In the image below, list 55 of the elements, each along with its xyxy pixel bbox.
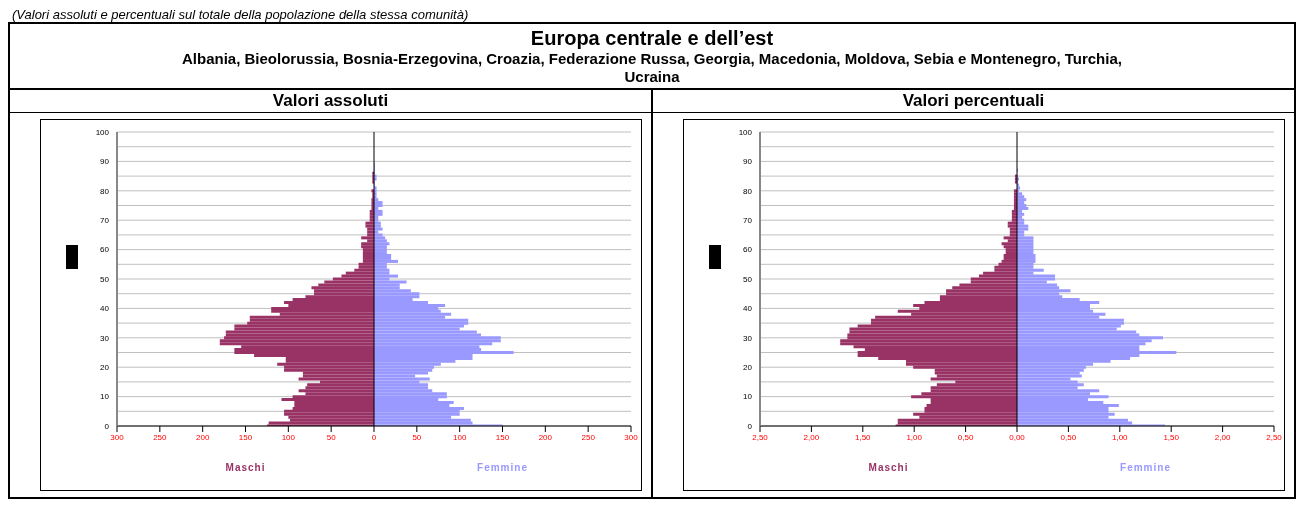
x-tick-label: 50 — [412, 432, 422, 442]
y-tick-label: 80 — [100, 186, 110, 196]
text: Maschi — [224, 462, 267, 473]
y-tick-label: 100 — [95, 127, 110, 137]
y-tick-label: 100 — [738, 127, 753, 137]
x-tick-label: 1,00 — [906, 432, 923, 442]
x-tick-label: 1,00 — [1112, 432, 1129, 442]
text: Maschi — [867, 462, 910, 473]
text: Europa centrale e dell’est — [529, 26, 775, 50]
y-tick-label: 10 — [743, 392, 753, 402]
x-tick-label: 0,50 — [957, 432, 974, 442]
y-tick-label: 20 — [743, 363, 753, 373]
chart-title: Valori percentuali — [653, 90, 1294, 113]
x-tick-label: 250 — [153, 432, 168, 442]
y-tick-label: 80 — [743, 186, 753, 196]
x-tick-label: 0,50 — [1060, 432, 1077, 442]
y-tick-label: 90 — [100, 157, 110, 167]
y-tick-label: 50 — [100, 274, 110, 284]
y-tick-label: 40 — [100, 304, 110, 314]
x-tick-label: 2,00 — [1214, 432, 1231, 442]
y-tick-label: 30 — [743, 333, 753, 343]
y-tick-label: 20 — [100, 363, 110, 373]
x-tick-label: 1,50 — [1163, 432, 1180, 442]
x-tick-label: 200 — [538, 432, 553, 442]
x-tick-label: 300 — [624, 432, 639, 442]
x-tick-label: 200 — [195, 432, 210, 442]
y-tick-label: 30 — [100, 333, 110, 343]
text: Albania, Bieolorussia, Bosnia-Erzegovina, Croazia, Federazione Russa, Georgia, Macedonia, Moldova, Sebia e Montenegro, Turchia, Ucraina — [181, 50, 1123, 86]
x-tick-label: 100 — [281, 432, 296, 442]
y-tick-label: 60 — [100, 245, 110, 255]
y-tick-label: 0 — [104, 421, 110, 431]
x-tick-label: 250 — [581, 432, 596, 442]
x-tick-label: 2,00 — [803, 432, 820, 442]
x-tick-label: 2,50 — [752, 432, 769, 442]
y-tick-label: 70 — [100, 216, 110, 226]
text: Femmine — [476, 462, 529, 473]
y-tick-label: 60 — [743, 245, 753, 255]
text: (Valori assoluti e percentuali sul totale della popolazione della stessa comunità) — [11, 7, 470, 22]
y-tick-label: 90 — [743, 157, 753, 167]
x-tick-label: 2,50 — [1266, 432, 1283, 442]
x-tick-label: 150 — [495, 432, 510, 442]
y-tick-label: 10 — [100, 392, 110, 402]
y-tick-label: 0 — [747, 421, 753, 431]
x-tick-label: 50 — [326, 432, 337, 442]
x-tick-label: 0,00 — [1009, 432, 1026, 442]
x-tick-label: 300 — [110, 432, 125, 442]
x-tick-label: 100 — [452, 432, 467, 442]
chart-title: Valori assoluti — [10, 90, 651, 113]
x-tick-label: 1,50 — [855, 432, 872, 442]
y-tick-label: 50 — [743, 274, 753, 284]
x-tick-label: 150 — [238, 432, 253, 442]
x-tick-label: 0 — [371, 432, 377, 442]
y-tick-label: 40 — [743, 304, 753, 314]
y-tick-label: 70 — [743, 216, 753, 226]
text: Femmine — [1119, 462, 1172, 473]
